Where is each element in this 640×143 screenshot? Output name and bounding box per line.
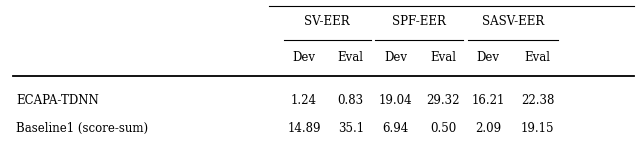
Text: 0.83: 0.83: [338, 94, 364, 107]
Text: 1.24: 1.24: [291, 94, 317, 107]
Text: 6.94: 6.94: [382, 122, 409, 135]
Text: 19.04: 19.04: [379, 94, 412, 107]
Text: Dev: Dev: [384, 51, 407, 64]
Text: Baseline1 (score-sum): Baseline1 (score-sum): [16, 122, 148, 135]
Text: 22.38: 22.38: [521, 94, 554, 107]
Text: 16.21: 16.21: [472, 94, 505, 107]
Text: 2.09: 2.09: [476, 122, 501, 135]
Text: 29.32: 29.32: [426, 94, 460, 107]
Text: Eval: Eval: [430, 51, 456, 64]
Text: SV-EER: SV-EER: [304, 15, 350, 28]
Text: ECAPA-TDNN: ECAPA-TDNN: [16, 94, 99, 107]
Text: 35.1: 35.1: [338, 122, 364, 135]
Text: Dev: Dev: [292, 51, 316, 64]
Text: Dev: Dev: [477, 51, 500, 64]
Text: 14.89: 14.89: [287, 122, 321, 135]
Text: Eval: Eval: [525, 51, 550, 64]
Text: Eval: Eval: [338, 51, 364, 64]
Text: SASV-EER: SASV-EER: [481, 15, 544, 28]
Text: SPF-EER: SPF-EER: [392, 15, 446, 28]
Text: 0.50: 0.50: [429, 122, 456, 135]
Text: 19.15: 19.15: [521, 122, 554, 135]
